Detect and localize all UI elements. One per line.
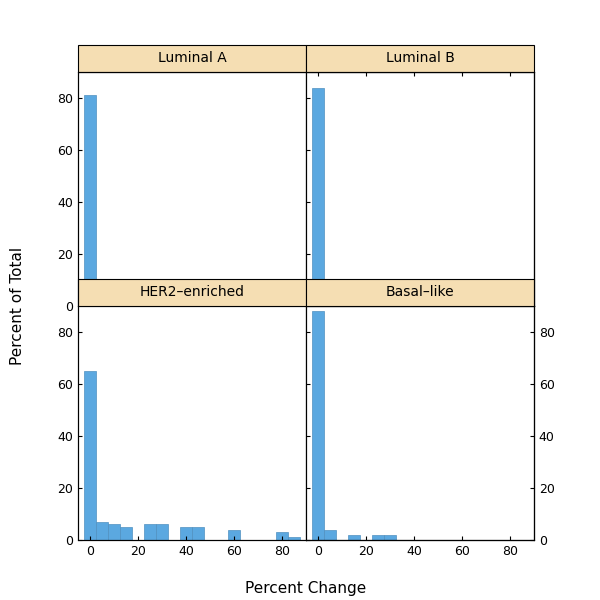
Bar (192, 527, 204, 540)
Bar (348, 301, 360, 306)
Bar (384, 535, 396, 540)
Bar (324, 298, 336, 306)
Text: Percent of Total: Percent of Total (10, 247, 26, 365)
Bar (84, 95, 96, 306)
Bar (84, 371, 96, 540)
Text: Luminal A: Luminal A (158, 52, 226, 65)
Bar (444, 304, 456, 306)
Bar (120, 527, 132, 540)
Bar (384, 301, 396, 306)
Bar (120, 301, 132, 306)
Bar (132, 304, 144, 306)
Text: Luminal B: Luminal B (386, 52, 454, 65)
Bar (324, 530, 336, 540)
Bar (108, 298, 120, 306)
Bar (288, 538, 300, 540)
Bar (144, 524, 156, 540)
Text: HER2–enriched: HER2–enriched (139, 286, 245, 299)
Bar (228, 530, 240, 540)
Text: Percent Change: Percent Change (245, 581, 367, 595)
Bar (312, 88, 324, 306)
Bar (372, 535, 384, 540)
Bar (276, 532, 288, 540)
Bar (108, 524, 120, 540)
Bar (156, 524, 168, 540)
Bar (96, 522, 108, 540)
Bar (96, 293, 108, 306)
Bar (192, 301, 204, 306)
Bar (348, 535, 360, 540)
Bar (168, 304, 180, 306)
Bar (180, 527, 192, 540)
Text: Basal–like: Basal–like (386, 286, 454, 299)
Bar (312, 311, 324, 540)
Bar (336, 301, 348, 306)
